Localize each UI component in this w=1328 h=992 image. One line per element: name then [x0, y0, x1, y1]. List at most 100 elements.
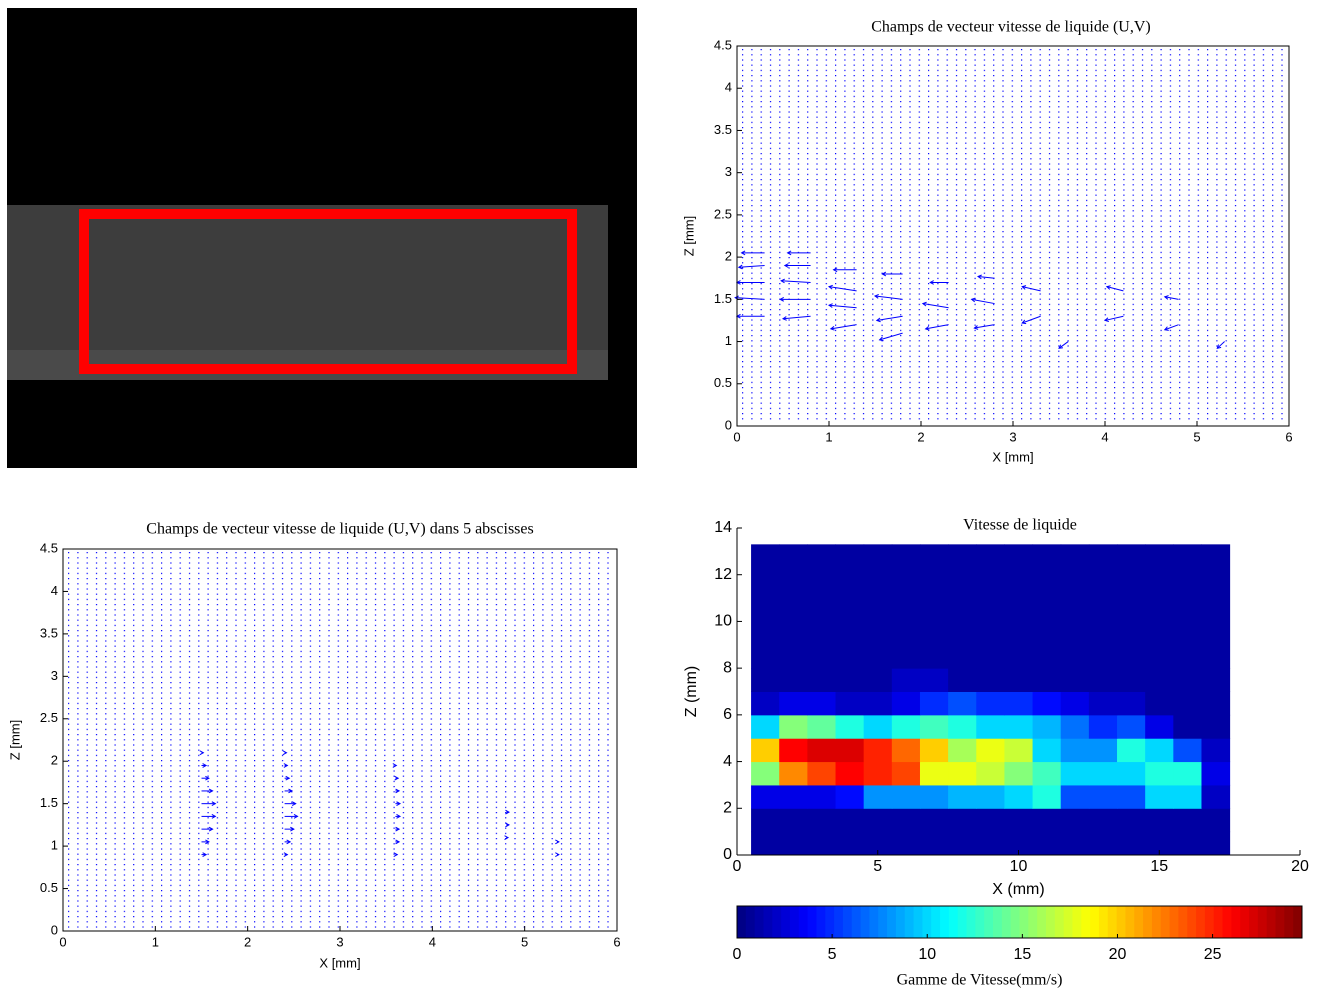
heat-cell	[751, 691, 780, 716]
heat-cell	[1173, 691, 1202, 716]
heat-cell	[1088, 691, 1118, 716]
colorbar-swatch	[1240, 906, 1250, 938]
vector-head	[1058, 344, 1064, 349]
heat-cell	[976, 738, 1005, 763]
vector-shaft	[782, 315, 811, 320]
heat-cell	[1032, 544, 1062, 669]
x-tick-label: 20	[1291, 858, 1309, 875]
colorbar-swatch	[1284, 906, 1294, 938]
heat-cell	[807, 808, 837, 833]
heat-cell	[1032, 668, 1062, 692]
vector	[832, 267, 857, 273]
heat-cell	[807, 668, 837, 692]
colorbar-swatch	[1275, 906, 1285, 938]
vector	[393, 852, 399, 857]
heat-cell	[1145, 784, 1174, 809]
y-tick-label: 3	[725, 164, 732, 179]
vector	[201, 775, 210, 781]
x-axis-label: X [mm]	[992, 449, 1033, 464]
vector	[779, 296, 811, 302]
vector	[395, 839, 401, 845]
vector-head	[505, 822, 511, 828]
y-tick-label: 4	[725, 80, 732, 95]
heat-cell	[835, 761, 865, 786]
vector-shaft	[879, 332, 903, 341]
colorbar-swatch	[807, 906, 817, 938]
colorbar-swatch	[842, 906, 853, 938]
colorbar-swatch	[1054, 906, 1065, 938]
heat-cell	[976, 784, 1005, 809]
heat-cell	[807, 784, 837, 809]
heat-cell	[1060, 831, 1090, 856]
vector-head	[205, 775, 210, 781]
heat-cell	[1060, 714, 1090, 739]
heat-cell	[1032, 784, 1062, 809]
vector-head	[208, 826, 214, 832]
vector	[392, 763, 398, 768]
vector-shaft	[735, 297, 765, 300]
heat-cell	[1173, 544, 1202, 669]
heat-cell	[891, 761, 921, 786]
vector-head	[779, 296, 784, 302]
heat-cell	[891, 691, 921, 716]
vector-head	[205, 839, 210, 845]
heat-cell	[835, 784, 865, 809]
heat-cell	[1032, 691, 1062, 716]
heat-cell	[919, 738, 949, 763]
x-tick-label: 0	[59, 934, 66, 949]
y-axis-label: Z [mm]	[7, 720, 22, 760]
x-tick-label: 2	[244, 934, 251, 949]
vector-head	[1216, 344, 1222, 350]
colorbar-swatch	[1045, 906, 1056, 938]
vector	[1216, 341, 1225, 350]
colorbar-swatch	[957, 906, 968, 938]
y-tick-label: 2	[725, 249, 732, 264]
heat-cell	[751, 784, 780, 809]
x-tick-label: 5	[521, 934, 528, 949]
heat-cell	[1060, 544, 1090, 669]
colorbar-swatch	[922, 906, 932, 938]
vector-shaft	[830, 324, 857, 330]
colorbar-swatch	[1187, 906, 1197, 938]
vector	[929, 280, 949, 285]
heat-cell	[751, 714, 780, 739]
heat-cell	[919, 831, 949, 856]
x-tick-label: 3	[336, 934, 343, 949]
vector	[1103, 315, 1124, 323]
colorbar-tick-label: 0	[733, 946, 742, 963]
x-axis-label: X [mm]	[319, 955, 360, 970]
colorbar-swatch	[1081, 906, 1091, 938]
vector	[283, 852, 289, 857]
heat-cell	[863, 808, 893, 833]
heat-cell	[948, 668, 977, 692]
heat-cell	[948, 808, 977, 833]
vector-head	[291, 801, 297, 807]
heat-cell	[1088, 714, 1118, 739]
chart-title: Champs de vecteur vitesse de liquide (U,…	[871, 19, 1150, 36]
colorbar-swatch	[1001, 906, 1012, 938]
colorbar-swatch	[966, 906, 976, 938]
colorbar-label: Gamme de Vitesse(mm/s)	[897, 972, 1063, 989]
heat-cell	[751, 738, 780, 763]
colorbar-swatch	[1107, 906, 1118, 938]
vector-head	[211, 814, 217, 819]
vector	[1105, 285, 1124, 292]
colorbar-swatch	[772, 906, 782, 938]
colorbar-swatch	[851, 906, 862, 938]
heat-cell	[863, 761, 893, 786]
vector	[201, 814, 217, 819]
vector-head	[293, 814, 299, 819]
colorbar-swatch	[816, 906, 826, 938]
vector-head	[875, 317, 881, 323]
colorbar-swatch	[895, 906, 906, 938]
vector-head	[786, 250, 792, 256]
heat-cell	[1088, 784, 1118, 809]
vector	[786, 250, 811, 256]
heat-cell	[779, 714, 808, 739]
colorbar-swatch	[834, 906, 844, 938]
heat-cell	[948, 784, 977, 809]
y-tick-label: 4.5	[714, 37, 732, 52]
heat-cell	[1201, 668, 1231, 692]
heat-cell	[779, 761, 808, 786]
